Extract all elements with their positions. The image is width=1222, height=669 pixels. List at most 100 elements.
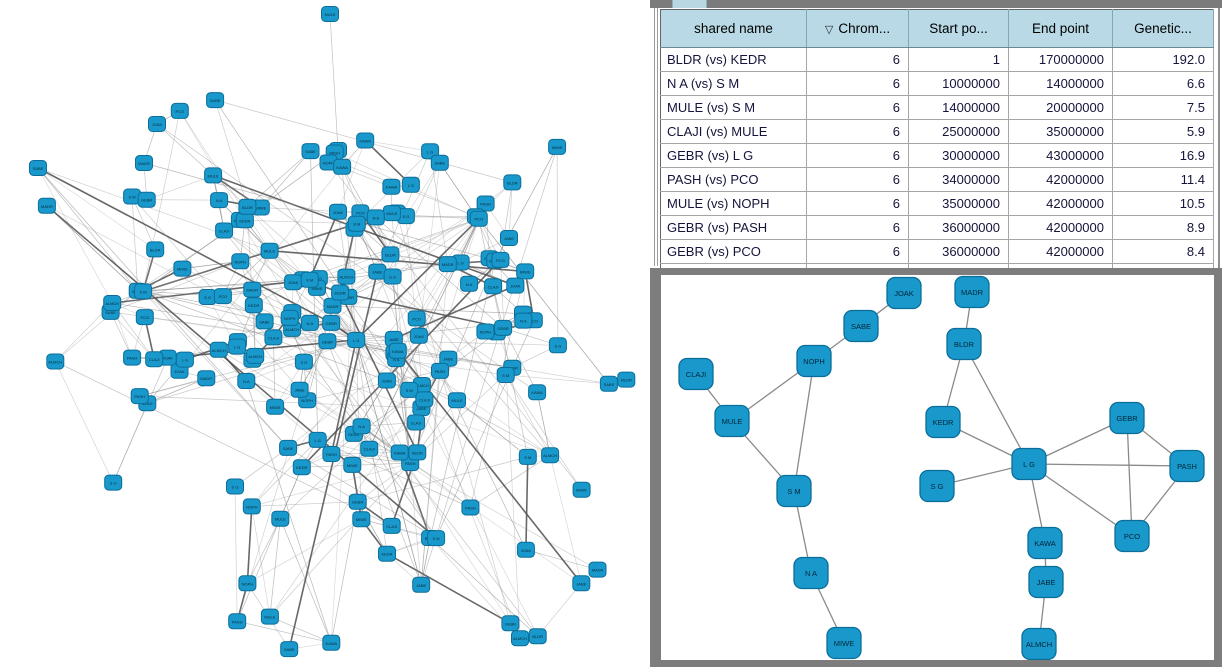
network-edge[interactable] <box>549 455 582 584</box>
cell-value[interactable]: 7.5 <box>1112 95 1214 120</box>
cell-value[interactable]: 6 <box>806 95 909 120</box>
cell-value[interactable]: 6 <box>806 239 909 264</box>
network-node[interactable]: S M <box>134 283 153 300</box>
subnetwork-node[interactable]: SABE <box>843 309 879 343</box>
network-node[interactable]: SABE <box>430 154 449 171</box>
network-node[interactable]: CLAJI <box>415 391 434 408</box>
network-edge[interactable] <box>418 218 480 336</box>
network-edge[interactable] <box>147 377 207 404</box>
network-node[interactable]: PASH <box>461 499 480 516</box>
network-node[interactable]: PCO <box>135 309 154 326</box>
network-edge[interactable] <box>251 501 358 507</box>
network-node[interactable]: MULE <box>382 205 401 222</box>
network-node[interactable]: MADR <box>37 197 56 214</box>
network-node[interactable]: S M <box>400 381 419 398</box>
network-edge[interactable] <box>339 291 504 329</box>
network-edge[interactable] <box>505 374 609 385</box>
cell-value[interactable]: 35000000 <box>1008 119 1113 144</box>
network-edge[interactable] <box>37 167 156 250</box>
cell-value[interactable]: 30000000 <box>908 143 1009 168</box>
network-node[interactable]: MADR <box>243 281 262 298</box>
network-edge[interactable] <box>470 454 551 508</box>
table-row[interactable]: PASH (vs) PCO 6 34000000 42000000 11.4 <box>660 167 1214 192</box>
network-edge[interactable] <box>247 518 281 584</box>
network-edge[interactable] <box>299 389 582 584</box>
subnetwork-canvas[interactable]: JOAK MADR SABE BLDR NOPH CLAJI MULE KEDR GEBR L G… <box>661 275 1214 660</box>
cell-value[interactable]: 6 <box>806 47 909 72</box>
network-node[interactable]: S G <box>104 474 123 491</box>
subnetwork-node[interactable]: S M <box>776 474 812 508</box>
network-node[interactable]: GEBR <box>501 615 520 632</box>
network-edge[interactable] <box>137 281 294 292</box>
network-node[interactable]: S G <box>198 289 217 305</box>
subnetwork-edge[interactable] <box>963 343 1030 465</box>
network-edge[interactable] <box>142 291 289 449</box>
panel-divider[interactable] <box>654 8 655 266</box>
cell-shared-name[interactable]: N A (vs) S M <box>660 71 807 96</box>
cell-shared-name[interactable]: GEBR (vs) PCO <box>660 239 807 264</box>
network-node[interactable]: S M <box>300 271 319 288</box>
network-edge[interactable] <box>317 439 471 508</box>
network-node[interactable]: MADR <box>588 561 607 578</box>
cell-value[interactable]: 42000000 <box>1008 239 1113 264</box>
cell-value[interactable]: 25000000 <box>908 119 1009 144</box>
network-node[interactable]: MIWE <box>516 263 535 280</box>
network-node[interactable]: GEBR <box>494 319 513 336</box>
network-edge[interactable] <box>421 384 551 456</box>
network-node[interactable]: S M <box>427 530 446 547</box>
network-overview-panel[interactable]: MULE NOPH SABE JOAK MADR BLDR KEDR GEBR PASH CLAJ… <box>0 0 650 669</box>
network-node[interactable]: ALMCH <box>46 353 65 370</box>
network-edge[interactable] <box>37 167 332 324</box>
cell-value[interactable]: 10000000 <box>908 71 1009 96</box>
subnetwork-node[interactable]: KAWA <box>1027 526 1063 560</box>
network-edge[interactable] <box>112 403 148 483</box>
network-edge[interactable] <box>355 339 422 585</box>
cell-value[interactable]: 6 <box>806 191 909 216</box>
network-node[interactable]: NOPH <box>231 253 250 270</box>
network-node[interactable]: JOAK <box>329 203 347 220</box>
network-edge[interactable] <box>251 506 271 617</box>
network-edge[interactable] <box>240 261 437 539</box>
filter-icon[interactable]: ▽ <box>824 24 834 36</box>
network-node[interactable]: KAWA <box>382 178 401 195</box>
network-node[interactable]: CLAJI <box>264 329 283 346</box>
network-node[interactable]: CLAJI <box>382 517 401 534</box>
network-edge[interactable] <box>512 367 609 385</box>
network-node[interactable]: MULE <box>260 608 279 625</box>
cell-value[interactable]: 36000000 <box>908 215 1009 240</box>
network-node[interactable]: BLDR <box>528 628 547 645</box>
network-node[interactable]: CLAJI <box>360 440 379 457</box>
network-node[interactable]: MADR <box>438 256 457 273</box>
network-node[interactable]: KAWA <box>322 634 341 651</box>
network-node[interactable]: JOAK <box>377 372 396 389</box>
network-edge[interactable] <box>37 167 289 449</box>
cell-value[interactable]: 42000000 <box>1008 215 1113 240</box>
cell-value[interactable]: 6 <box>806 71 909 96</box>
network-node[interactable]: CLAJI <box>215 222 234 239</box>
network-edge[interactable] <box>357 501 388 554</box>
network-node[interactable]: KEDR <box>235 212 254 229</box>
network-node[interactable]: SABE <box>301 143 320 160</box>
network-node[interactable]: MADR <box>135 155 153 171</box>
network-node[interactable]: S M <box>496 367 515 383</box>
table-row[interactable]: MULE (vs) S M 6 14000000 20000000 7.5 <box>660 95 1214 120</box>
network-node[interactable]: SABE <box>206 92 225 109</box>
network-node[interactable]: GEBR <box>318 333 337 350</box>
network-node[interactable]: S G <box>294 353 313 370</box>
network-node[interactable]: L G <box>308 431 327 448</box>
network-node[interactable]: MIWE <box>572 481 591 498</box>
network-edge[interactable] <box>251 439 318 507</box>
cell-value[interactable]: 11.4 <box>1112 167 1214 192</box>
network-node[interactable]: MULE <box>448 392 466 409</box>
network-node[interactable]: PASH <box>431 362 449 379</box>
network-edge[interactable] <box>420 146 558 585</box>
network-node[interactable]: GEBR <box>137 191 156 208</box>
network-node[interactable]: JABE <box>412 576 431 593</box>
subnetwork-edge[interactable] <box>1028 463 1133 537</box>
network-edge[interactable] <box>435 320 535 539</box>
network-node[interactable]: JOAK <box>506 277 525 294</box>
network-node[interactable]: SABE <box>29 160 47 176</box>
network-edge[interactable] <box>332 305 524 314</box>
network-node[interactable]: S G <box>548 337 567 354</box>
cell-shared-name[interactable]: BLDR (vs) KEDR <box>660 47 807 72</box>
